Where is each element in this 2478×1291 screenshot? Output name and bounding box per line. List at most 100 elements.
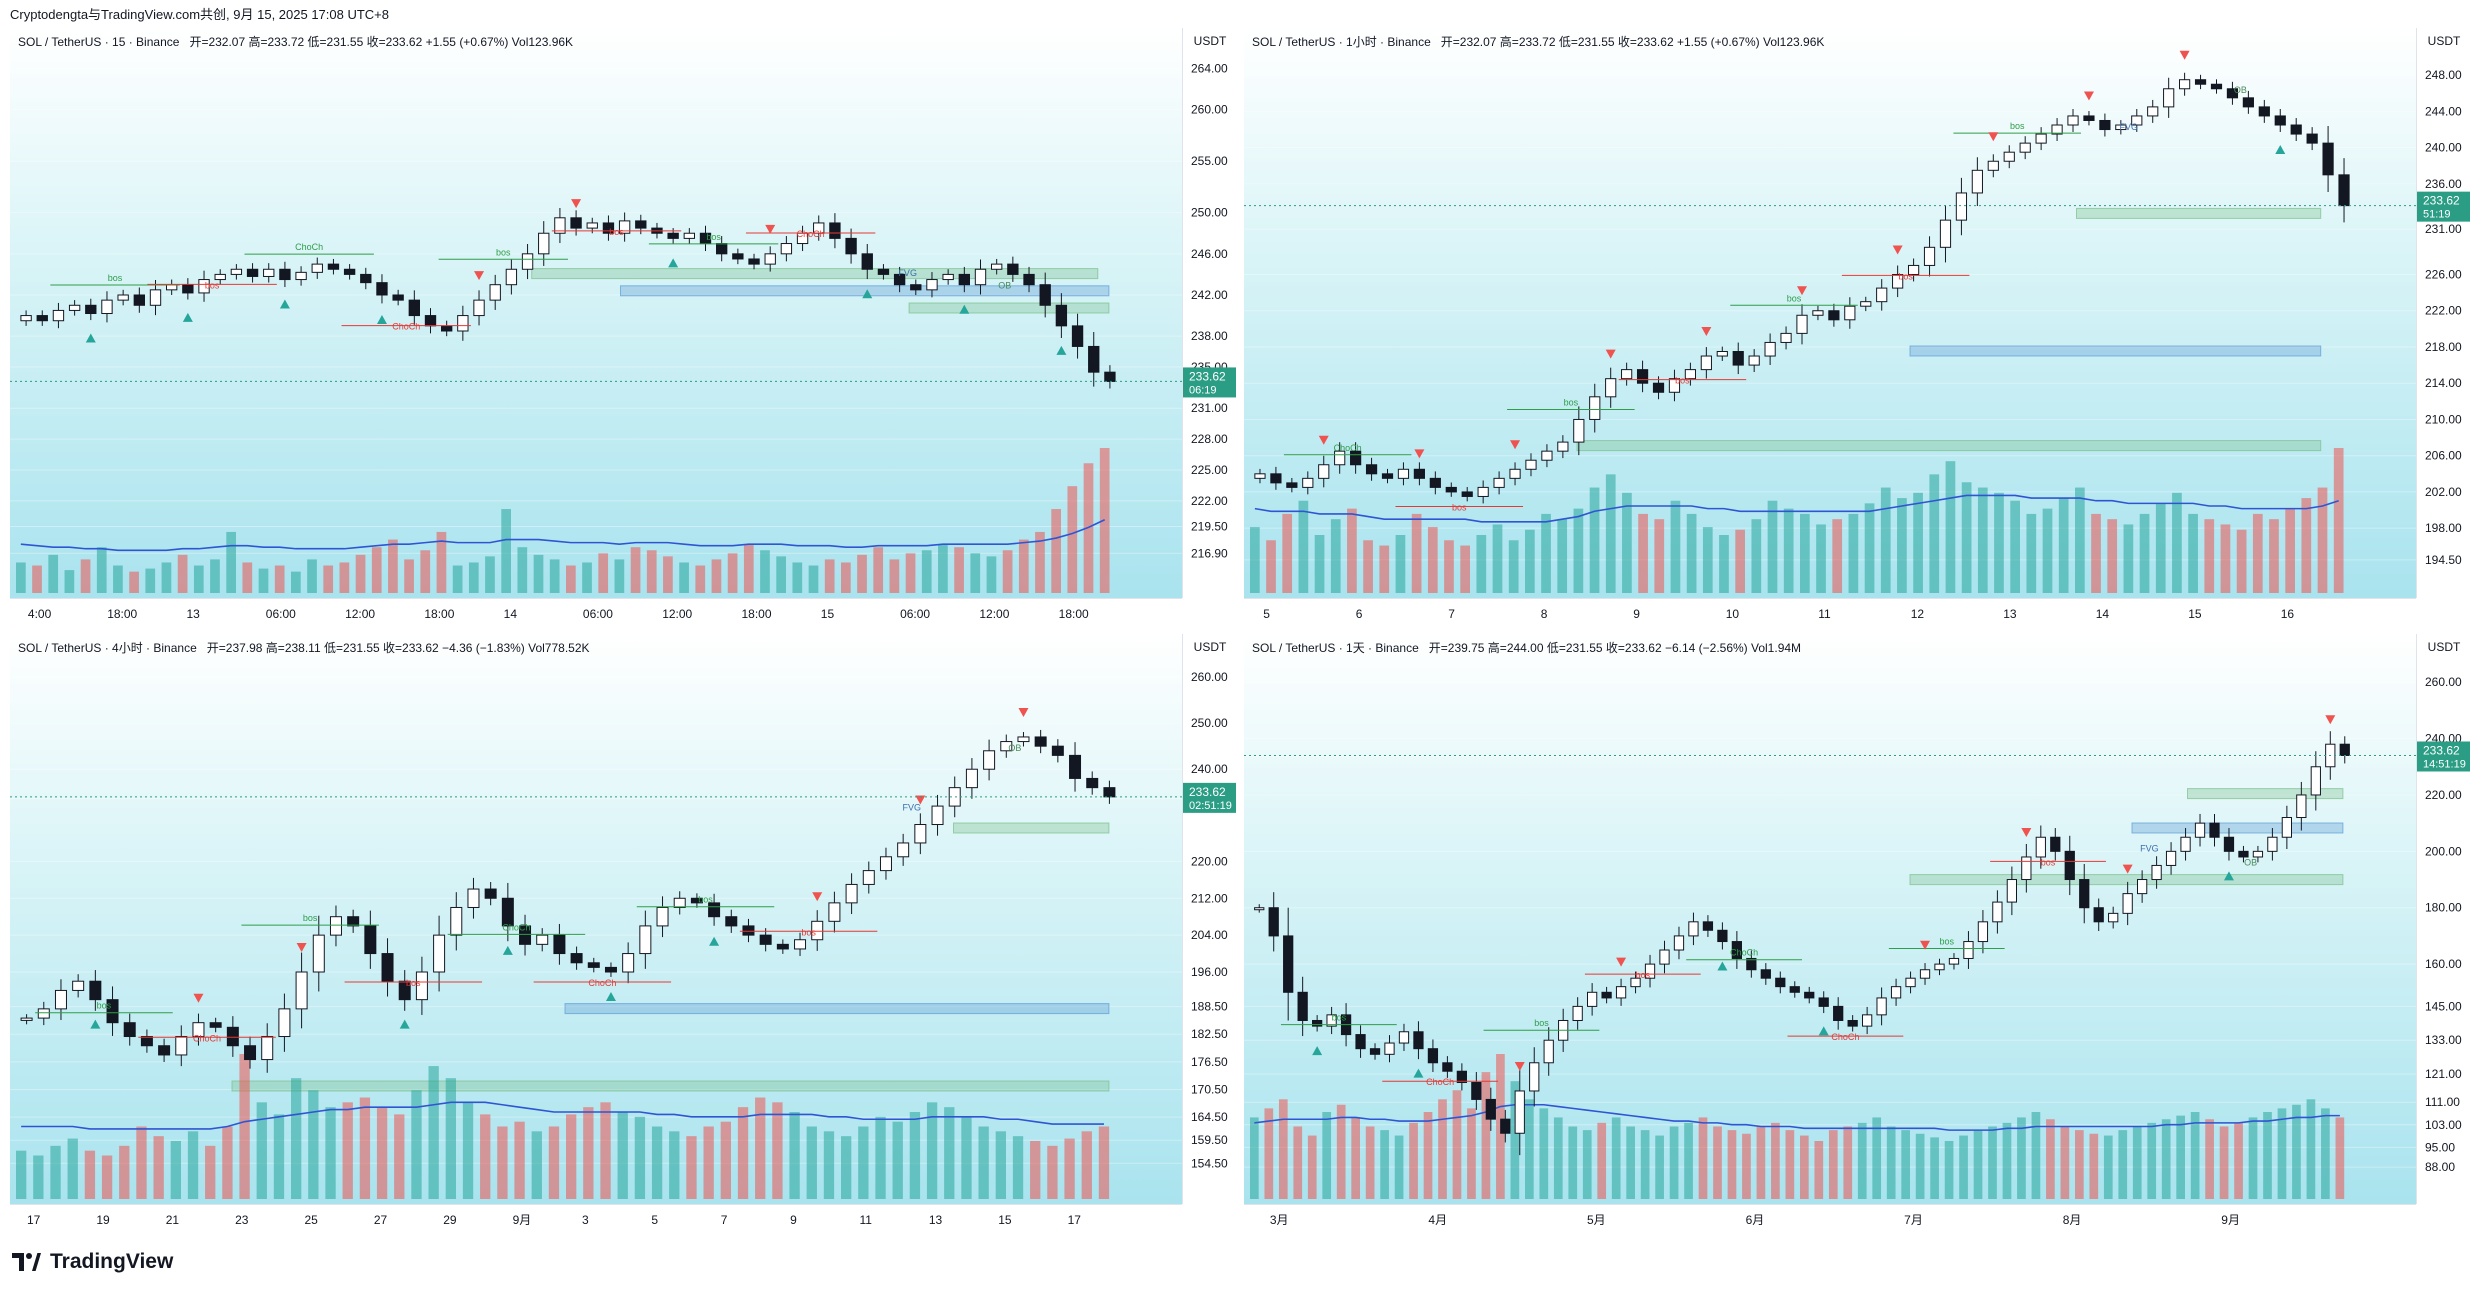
- buy-triangle-marker: [1818, 1026, 1829, 1036]
- price-chart[interactable]: bos ChoCh bos bos ChoCh ChoCh bos bos FVG OB: [10, 634, 1182, 1204]
- volume-bar: [1264, 1108, 1274, 1199]
- bullish-candle: [1812, 310, 1824, 316]
- symbol-title[interactable]: SOL / TetherUS · 1天 · Binance: [1252, 641, 1419, 655]
- time-tick-label: 8月: [2063, 1213, 2082, 1227]
- volume-bar: [1508, 540, 1519, 593]
- bearish-candle: [2209, 822, 2220, 838]
- price-tick-label: 260.00: [1191, 103, 1228, 117]
- bullish-candle: [505, 268, 518, 286]
- bullish-candle: [101, 299, 113, 315]
- price-tick-label: 220.00: [2425, 788, 2462, 802]
- symbol-title[interactable]: SOL / TetherUS · 4小时 · Binance: [18, 641, 197, 655]
- bullish-candle: [489, 284, 501, 301]
- volume-bar: [986, 556, 997, 593]
- plot-area[interactable]: bos ChoCh bos bos ChoCh ChoCh bos bos FVG OB SOL …: [1244, 634, 2416, 1204]
- volume-bar: [1336, 1104, 1346, 1199]
- time-axis[interactable]: 4:00 18:00 13 06:00 12:00 18:00 14 06:00 12:00 18…: [10, 598, 1182, 626]
- volume-bar: [823, 1131, 835, 1199]
- volume-bar: [1298, 500, 1309, 593]
- bearish-candle: [587, 962, 600, 968]
- volume-bar: [617, 1112, 628, 1199]
- price-tick-label: 225.00: [1191, 463, 1228, 477]
- price-axis[interactable]: USDT 260.00 240.00 220.00 200.00 180.00 160.0…: [2416, 634, 2470, 1204]
- bullish-candle: [1673, 935, 1685, 951]
- volume-bar: [2236, 529, 2247, 593]
- bearish-candle: [1007, 263, 1019, 275]
- volume-bar: [2046, 1119, 2055, 1199]
- plot-area[interactable]: ChoCh bos bos bos bos bos bos FVG OB SOL / Tethe…: [1244, 28, 2416, 598]
- volume-bar: [2335, 1117, 2345, 1199]
- bullish-candle: [656, 906, 669, 927]
- bearish-candle: [1717, 929, 1728, 943]
- volume-ma-line: [1254, 494, 2339, 523]
- volume-bar: [905, 553, 916, 593]
- volume-bar: [1713, 1126, 1722, 1199]
- volume-bar: [445, 1078, 456, 1199]
- bearish-candle: [1652, 382, 1665, 393]
- bullish-candle: [2115, 124, 2127, 131]
- symbol-title[interactable]: SOL / TetherUS · 15 · Binance: [18, 35, 180, 49]
- tradingview-logo[interactable]: TradingView: [12, 1250, 173, 1274]
- bullish-candle: [1668, 378, 1681, 393]
- time-tick-label: 7: [1448, 607, 1455, 621]
- bearish-candle: [2242, 97, 2254, 108]
- chart-panel-4h[interactable]: bos ChoCh bos bos ChoCh ChoCh bos bos FVG OB SOL …: [10, 634, 1236, 1232]
- price-tick-label: 236.00: [2425, 177, 2462, 191]
- bearish-candle: [570, 217, 582, 229]
- bearish-candle: [1601, 991, 1612, 999]
- volume-bar: [646, 550, 657, 593]
- price-tick-label: 160.00: [2425, 957, 2462, 971]
- structure-label: ChoCh: [502, 922, 530, 932]
- chart-panel-15m[interactable]: bos bos ChoCh ChoCh bos bos bos ChoCh FVG OB SOL …: [10, 28, 1236, 626]
- time-tick-label: 15: [2188, 607, 2202, 621]
- volume-bar: [944, 1107, 955, 1199]
- plot-area[interactable]: bos bos ChoCh ChoCh bos bos bos ChoCh FVG OB SOL …: [10, 28, 1182, 598]
- currency-unit: USDT: [2427, 640, 2461, 654]
- bullish-candle: [450, 906, 463, 936]
- price-chart[interactable]: bos bos ChoCh ChoCh bos bos bos ChoCh FVG OB: [10, 28, 1182, 598]
- price-axis[interactable]: USDT 264.00 260.00 255.00 250.00 246.00 242.0…: [1182, 28, 1236, 598]
- bearish-candle: [1731, 941, 1743, 959]
- last-price-value: 233.62: [2423, 743, 2460, 757]
- plot-area[interactable]: bos ChoCh bos bos ChoCh ChoCh bos bos FVG OB SOL …: [10, 634, 1182, 1204]
- ohlc-readout: 开=237.98 高=238.11 低=231.55 收=233.62 −4.3…: [206, 641, 590, 655]
- bullish-candle: [2067, 115, 2079, 126]
- buy-triangle-marker: [502, 945, 513, 955]
- bullish-candle: [2006, 879, 2017, 903]
- buy-triangle-marker: [709, 936, 720, 946]
- structure-label: bos: [205, 280, 220, 290]
- bearish-candle: [484, 888, 497, 899]
- sell-triangle-marker: [474, 271, 485, 281]
- price-chart[interactable]: bos ChoCh bos bos ChoCh ChoCh bos bos FVG OB: [1244, 634, 2416, 1204]
- bearish-candle: [1429, 477, 1441, 488]
- bearish-candle: [1746, 957, 1757, 971]
- volume-bar: [376, 1107, 388, 1199]
- volume-bar: [1541, 513, 1551, 593]
- volume-bar: [600, 1102, 611, 1199]
- sell-triangle-marker: [1514, 1061, 1525, 1071]
- symbol-title[interactable]: SOL / TetherUS · 1小时 · Binance: [1252, 35, 1431, 49]
- time-tick-label: 12: [1911, 607, 1925, 621]
- volume-bar: [1767, 500, 1778, 593]
- volume-bar: [806, 1126, 817, 1199]
- chart-panel-1h[interactable]: ChoCh bos bos bos bos bos bos FVG OB SOL / Tethe…: [1244, 28, 2470, 626]
- volume-bar: [1698, 1117, 1708, 1199]
- time-tick-label: 23: [235, 1213, 249, 1227]
- last-price-tag: [1183, 367, 1236, 398]
- time-axis[interactable]: 5 6 7 8 9 10 11 12 13 14 15 16: [1244, 598, 2416, 626]
- bullish-candle: [1477, 486, 1489, 497]
- volume-bar: [686, 1136, 697, 1199]
- structure-label: FVG: [2140, 843, 2159, 853]
- volume-bar: [1363, 540, 1373, 593]
- price-chart[interactable]: ChoCh bos bos bos bos bos bos FVG OB: [1244, 28, 2416, 598]
- price-axis[interactable]: USDT 248.00 244.00 240.00 236.00 231.00 226.0…: [2416, 28, 2470, 598]
- ohlc-readout: 开=232.07 高=233.72 低=231.55 收=233.62 +1.5…: [1440, 35, 1825, 49]
- bearish-candle: [2083, 115, 2095, 121]
- time-axis[interactable]: 17 19 21 23 25 27 29 9月 3 5 7 9 11 13 15 17: [10, 1204, 1182, 1232]
- last-price-value: 233.62: [2423, 194, 2460, 208]
- time-axis[interactable]: 3月 4月 5月 6月 7月 8月 9月: [1244, 1204, 2416, 1232]
- chart-panel-1d[interactable]: bos ChoCh bos bos ChoCh ChoCh bos bos FVG OB SOL …: [1244, 634, 2470, 1232]
- volume-bar: [210, 559, 220, 593]
- volume-bar: [1481, 1072, 1491, 1199]
- price-axis[interactable]: USDT 260.00 250.00 240.00 220.00 212.00 204.0…: [1182, 634, 1236, 1204]
